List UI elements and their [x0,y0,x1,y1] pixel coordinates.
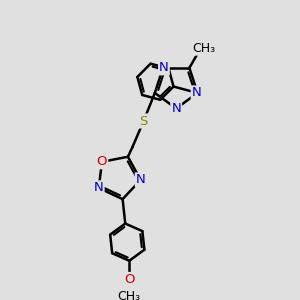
Text: O: O [97,155,107,168]
Text: N: N [171,102,181,115]
Text: CH₃: CH₃ [192,42,215,55]
Text: N: N [159,61,169,74]
Text: S: S [140,115,148,128]
Text: CH₃: CH₃ [118,290,141,300]
Text: N: N [136,173,146,186]
Text: N: N [94,182,104,194]
Text: O: O [124,273,135,286]
Text: N: N [192,86,202,100]
